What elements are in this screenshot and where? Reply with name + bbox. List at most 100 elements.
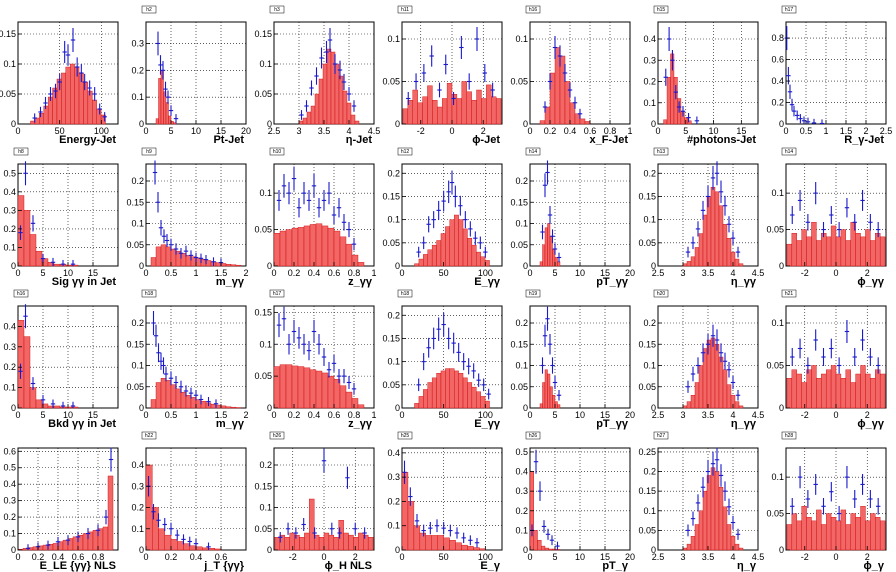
histogram-bin [180, 392, 187, 409]
histogram-bin [425, 535, 432, 551]
data-point [468, 535, 473, 546]
histogram-bin [333, 537, 339, 551]
y-tick-label: 0 [651, 119, 656, 129]
data-point [481, 378, 486, 392]
histogram-bin [351, 398, 359, 409]
data-point [690, 511, 696, 526]
data-point [556, 252, 562, 263]
y-tick-label: 0.1 [259, 503, 272, 513]
x-tick-label: 100 [478, 552, 493, 562]
histogram-panel-12: 0 5 10 15 20 0 0.05 0.1 0.15 0.2 pT_γγ h14 [510, 147, 635, 288]
panel-title: h25 [401, 433, 410, 439]
x-axis-label: ϕ_H NLS [325, 560, 372, 572]
panel-title: h16 [529, 7, 538, 13]
data-point [811, 118, 817, 124]
x-tick-label: 0 [783, 126, 788, 136]
x-axis-label: x_F-Jet [589, 134, 628, 146]
data-point [549, 535, 555, 546]
x-tick-label: 3.5 [318, 126, 331, 136]
x-tick-label: -2 [417, 126, 425, 136]
histogram-bin [870, 240, 876, 267]
histogram-bin [821, 524, 827, 551]
histogram-bin [279, 364, 287, 409]
data-point [726, 216, 732, 233]
x-tick-label: -2 [801, 552, 809, 562]
y-tick-label: 0.15 [0, 29, 16, 39]
histogram-bin [734, 258, 740, 267]
y-tick-label: 0.05 [254, 89, 272, 99]
data-point [789, 98, 795, 111]
histogram-bin [338, 75, 344, 125]
y-tick-label: 0.1 [643, 98, 656, 108]
histogram-bin [786, 378, 793, 409]
data-point [25, 544, 31, 550]
x-tick-label: 0 [527, 268, 532, 278]
data-point [673, 85, 678, 100]
data-point [695, 357, 701, 374]
histogram-bin [471, 386, 477, 409]
data-point [446, 180, 451, 204]
x-tick-label: 15 [600, 552, 610, 562]
data-point [829, 338, 834, 359]
data-point [441, 522, 446, 535]
histogram-bin [694, 247, 700, 267]
y-tick-label: 0 [139, 119, 144, 129]
x-axis-label: j_T {γγ} [203, 560, 244, 572]
data-point [168, 371, 174, 386]
y-tick-label: 0.8 [771, 33, 784, 43]
data-point [156, 513, 161, 528]
panel-title: h21 [785, 291, 794, 297]
data-point [821, 498, 826, 515]
histogram-bin [552, 548, 557, 551]
y-tick-label: 0 [11, 261, 16, 271]
histogram-bin [427, 249, 433, 267]
y-tick-label: 0 [523, 119, 528, 129]
x-axis-label: z_γγ [348, 418, 373, 430]
y-tick-label: 0.15 [382, 191, 400, 201]
histogram-bin [694, 382, 700, 409]
x-tick-label: 50 [439, 268, 449, 278]
panel-title: h8 [18, 149, 24, 155]
histogram-bin [92, 99, 97, 125]
histogram-bin [830, 365, 837, 409]
histogram-bin [445, 368, 450, 409]
histogram-bin [57, 541, 64, 551]
data-point [421, 64, 427, 82]
y-tick-label: 0.2 [387, 168, 400, 178]
histogram-bin [310, 105, 316, 125]
data-point [690, 366, 696, 382]
y-tick-label: 0.2 [3, 224, 16, 234]
data-point [351, 100, 357, 112]
y-tick-label: 0 [523, 261, 528, 271]
y-tick-label: 0.4 [3, 321, 16, 331]
data-point [813, 182, 818, 205]
data-point [875, 357, 881, 374]
histogram-panel-15: 0 5 10 15 0 0.1 0.2 0.3 0.4 Bkd γγ in Jet h16 [3, 289, 119, 430]
histogram-bin [480, 256, 486, 267]
x-tick-label: 0.4 [308, 410, 321, 420]
histogram-panel-11: 0 50 100 0 0.05 0.1 0.15 0.2 E_γγ h12 [382, 147, 503, 288]
histogram-bin [845, 524, 851, 551]
data-point [321, 190, 327, 211]
x-tick-label: 1 [371, 268, 376, 278]
histogram-bin [170, 384, 177, 409]
histogram-bin [418, 396, 424, 409]
histogram-bin [177, 541, 184, 551]
data-point [694, 116, 700, 124]
histogram-bin [87, 531, 94, 551]
y-tick-label: 0 [651, 403, 656, 413]
histogram-bin [414, 263, 420, 267]
panel-title-box [141, 431, 157, 440]
x-tick-label: 0 [833, 552, 838, 562]
y-tick-label: 0.05 [766, 225, 784, 235]
x-tick-label: 2 [481, 126, 486, 136]
data-point [168, 238, 174, 251]
panel-title: h27 [657, 433, 666, 439]
data-point [158, 55, 163, 75]
histogram-bin [431, 535, 438, 551]
x-tick-label: 0 [15, 410, 20, 420]
panel-title: h15 [657, 7, 666, 13]
y-tick-label: 0.05 [254, 524, 272, 534]
data-point [173, 376, 179, 389]
data-point [151, 311, 156, 335]
